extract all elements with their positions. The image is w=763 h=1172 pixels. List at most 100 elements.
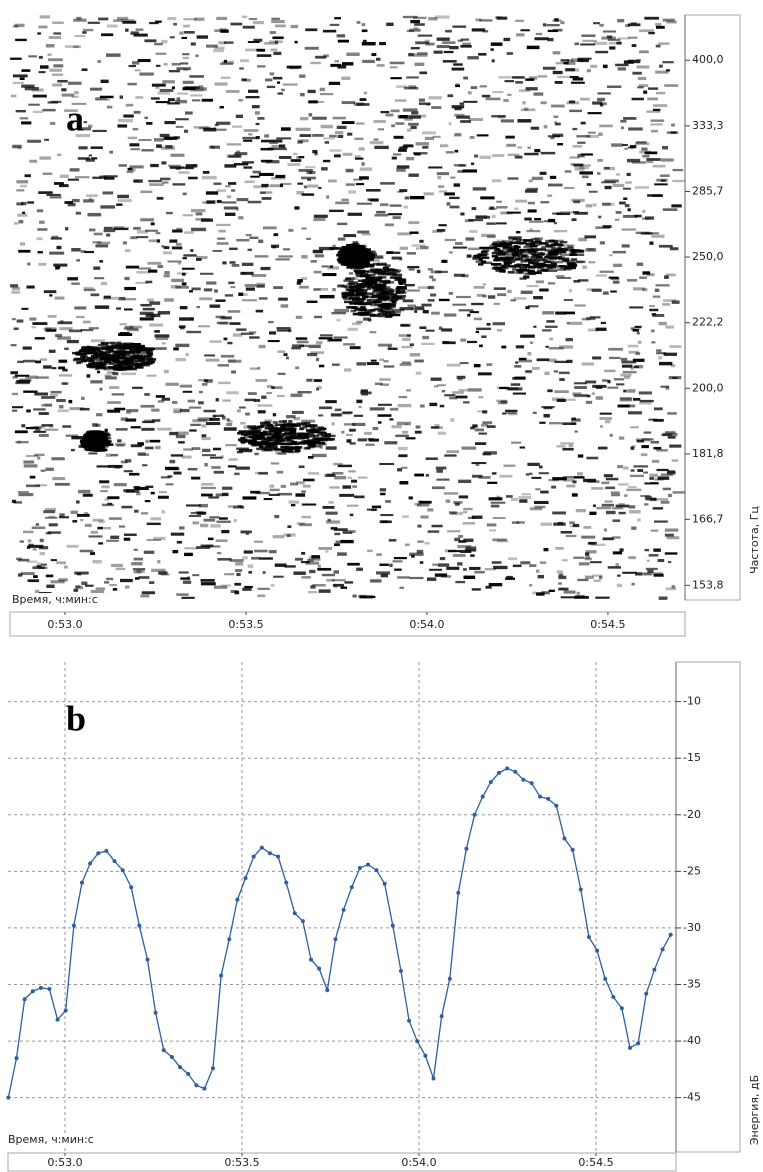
noise-dash <box>274 40 279 44</box>
noise-dash <box>343 343 356 346</box>
noise-dash <box>467 313 471 317</box>
noise-dash <box>53 263 68 267</box>
noise-dash <box>414 310 418 313</box>
noise-dash <box>626 158 641 163</box>
noise-dash <box>622 187 631 190</box>
noise-dash <box>539 561 547 564</box>
noise-dash <box>259 191 266 195</box>
noise-dash <box>310 260 317 263</box>
noise-dash <box>180 62 189 65</box>
noise-dash <box>114 465 121 469</box>
noise-dash <box>161 510 165 514</box>
noise-dash <box>223 427 237 431</box>
noise-dash <box>282 83 298 86</box>
noise-dash <box>662 61 674 64</box>
noise-dash <box>571 418 581 422</box>
noise-dash <box>31 526 46 530</box>
noise-dash <box>97 60 102 64</box>
noise-blob <box>502 240 514 243</box>
noise-blob <box>570 258 578 261</box>
noise-dash <box>666 536 680 540</box>
noise-dash <box>245 96 260 99</box>
noise-dash <box>470 86 478 90</box>
noise-dash <box>167 260 182 263</box>
noise-blob <box>320 427 327 431</box>
noise-dash <box>528 76 538 80</box>
y-tick-label: 400,0 <box>692 53 724 66</box>
noise-blob <box>76 361 81 365</box>
noise-dash <box>453 183 460 187</box>
noise-dash <box>354 157 364 160</box>
noise-blob <box>134 355 141 358</box>
noise-dash <box>536 358 550 362</box>
noise-dash <box>327 339 331 342</box>
noise-blob <box>144 355 152 358</box>
noise-dash <box>22 211 26 214</box>
noise-dash <box>381 520 392 524</box>
noise-dash <box>219 27 227 31</box>
noise-dash <box>354 495 365 499</box>
noise-dash <box>562 244 575 247</box>
noise-dash <box>126 328 139 332</box>
noise-dash <box>88 197 93 201</box>
noise-blob <box>480 260 487 264</box>
noise-dash <box>154 334 170 338</box>
noise-dash <box>176 272 188 275</box>
noise-dash <box>275 174 286 178</box>
noise-dash <box>485 585 492 589</box>
noise-dash <box>543 406 553 410</box>
noise-dash <box>606 35 613 39</box>
noise-dash <box>190 88 204 92</box>
noise-dash <box>522 101 526 105</box>
noise-dash <box>373 120 386 123</box>
noise-blob <box>126 357 134 361</box>
noise-dash <box>352 594 357 598</box>
noise-dash <box>88 535 103 538</box>
noise-dash <box>277 452 287 455</box>
noise-dash <box>319 406 333 410</box>
noise-dash <box>644 495 652 499</box>
noise-dash <box>585 317 596 321</box>
noise-dash <box>333 336 348 339</box>
noise-dash <box>397 576 410 579</box>
y-tick-label: 153,8 <box>692 578 724 591</box>
noise-dash <box>39 156 51 160</box>
noise-dash <box>164 120 176 125</box>
noise-dash <box>559 211 574 214</box>
noise-dash <box>27 139 42 143</box>
noise-dash <box>667 436 676 439</box>
noise-blob <box>507 253 515 256</box>
noise-dash <box>276 327 291 330</box>
noise-dash <box>300 92 305 97</box>
noise-blob <box>89 364 98 368</box>
noise-dash <box>261 183 269 188</box>
noise-blob <box>139 363 149 366</box>
noise-blob <box>489 246 498 250</box>
noise-blob <box>92 348 100 351</box>
noise-dash <box>580 43 596 46</box>
noise-dash <box>128 64 137 68</box>
noise-dash <box>171 278 184 283</box>
noise-blob <box>121 367 129 370</box>
noise-dash <box>671 204 682 208</box>
noise-dash <box>106 408 119 411</box>
noise-dash <box>491 59 495 63</box>
data-point <box>300 919 305 924</box>
noise-blob <box>375 308 383 311</box>
noise-dash <box>657 476 670 480</box>
noise-dash <box>247 392 257 395</box>
noise-dash <box>511 521 520 524</box>
noise-dash <box>422 335 430 340</box>
noise-blob <box>367 309 374 312</box>
noise-blob <box>505 256 513 259</box>
noise-dash <box>103 362 114 366</box>
noise-blob <box>379 295 389 298</box>
noise-blob <box>293 435 298 439</box>
noise-dash <box>658 42 670 45</box>
noise-dash <box>585 555 591 559</box>
noise-dash <box>74 571 89 575</box>
noise-dash <box>342 485 352 489</box>
data-point <box>22 997 27 1002</box>
noise-dash <box>231 370 237 374</box>
noise-dash <box>627 208 631 212</box>
